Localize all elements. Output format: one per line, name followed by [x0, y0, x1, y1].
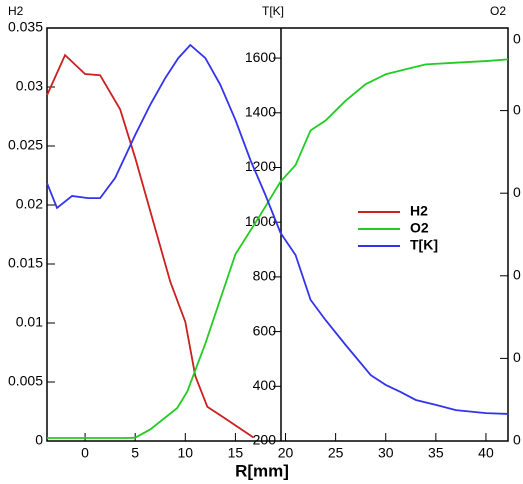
y3-tick-label: 0 — [513, 267, 521, 283]
x-tick-label: 10 — [178, 445, 194, 461]
y2-tick-label: 400 — [253, 377, 277, 393]
x-tick-label: 0 — [81, 445, 89, 461]
y3-tick-label: 0 — [513, 31, 521, 47]
legend-label: T[K] — [410, 237, 438, 253]
y-tick-label: 0.01 — [16, 314, 43, 330]
y2-tick-label: 800 — [253, 268, 277, 284]
plot-frame — [46, 27, 509, 442]
x-tick-label: 25 — [328, 445, 344, 461]
y-tick-label: 0.005 — [8, 373, 43, 389]
y-tick-label: 0.015 — [8, 255, 43, 271]
y2-tick-label: 1000 — [245, 213, 276, 229]
series-line — [46, 53, 254, 439]
x-tick-label: 20 — [278, 445, 294, 461]
y3-tick-label: 0 — [513, 184, 521, 200]
y2-tick-label: 600 — [253, 322, 277, 338]
series-line — [46, 43, 509, 415]
legend-label: O2 — [410, 220, 429, 236]
y3-tick-label: 0 — [513, 432, 521, 448]
legend-label: H2 — [410, 203, 428, 219]
x-tick-label: 30 — [378, 445, 394, 461]
series-line — [47, 58, 509, 439]
x-axis-label: R[mm] — [235, 461, 289, 480]
y-tick-label: 0.035 — [8, 19, 43, 35]
y-tick-label: 0.02 — [16, 196, 43, 212]
y-tick-label: 0 — [35, 432, 43, 448]
y2-tick-label: 1200 — [245, 158, 276, 174]
y2-tick-label: 200 — [253, 432, 277, 448]
x-tick-label: 15 — [228, 445, 244, 461]
y-axis-label: H2 — [8, 4, 24, 18]
y-tick-label: 0.03 — [16, 78, 43, 94]
y3-axis-label: O2 — [490, 4, 506, 18]
x-tick-label: 40 — [478, 445, 494, 461]
y-tick-label: 0.025 — [8, 137, 43, 153]
y2-axis-label: T[K] — [262, 4, 284, 18]
y3-tick-label: 0 — [513, 349, 521, 365]
y2-tick-label: 1600 — [245, 49, 276, 65]
x-tick-label: 35 — [428, 445, 444, 461]
y3-tick-label: 0 — [513, 101, 521, 117]
y2-tick-label: 1400 — [245, 103, 276, 119]
x-tick-label: 5 — [131, 445, 139, 461]
